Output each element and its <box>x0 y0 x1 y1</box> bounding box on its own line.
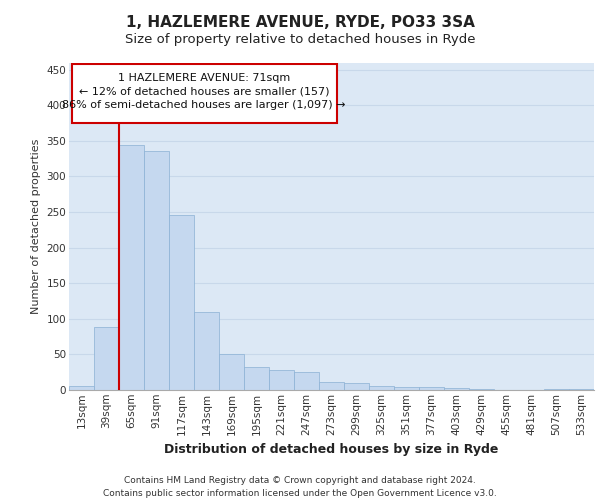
Bar <box>69 386 94 390</box>
Text: Size of property relative to detached houses in Ryde: Size of property relative to detached ho… <box>125 32 475 46</box>
Bar <box>369 386 394 390</box>
Bar <box>219 354 244 390</box>
Bar <box>269 370 294 390</box>
Bar <box>119 145 144 390</box>
Bar <box>244 367 269 390</box>
Text: 1 HAZLEMERE AVENUE: 71sqm
← 12% of detached houses are smaller (157)
86% of semi: 1 HAZLEMERE AVENUE: 71sqm ← 12% of detac… <box>62 73 346 110</box>
Text: Contains HM Land Registry data © Crown copyright and database right 2024.
Contai: Contains HM Land Registry data © Crown c… <box>103 476 497 498</box>
Bar <box>94 326 119 390</box>
Bar <box>144 152 169 390</box>
Bar <box>194 312 219 390</box>
Bar <box>394 387 419 390</box>
Bar <box>169 215 194 390</box>
Bar <box>444 388 469 390</box>
Bar <box>319 382 344 390</box>
Bar <box>294 372 319 390</box>
Bar <box>344 383 369 390</box>
X-axis label: Distribution of detached houses by size in Ryde: Distribution of detached houses by size … <box>164 443 499 456</box>
Y-axis label: Number of detached properties: Number of detached properties <box>31 138 41 314</box>
Bar <box>419 387 444 390</box>
Text: 1, HAZLEMERE AVENUE, RYDE, PO33 3SA: 1, HAZLEMERE AVENUE, RYDE, PO33 3SA <box>125 15 475 30</box>
Bar <box>71 64 337 123</box>
